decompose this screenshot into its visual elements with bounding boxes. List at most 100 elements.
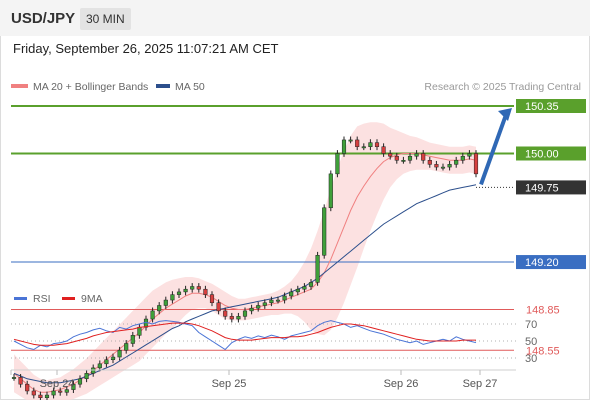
candle-body xyxy=(223,310,228,317)
candle-body xyxy=(242,310,248,317)
rsi-tick-label: 50 xyxy=(525,336,537,348)
level-tag-current xyxy=(516,180,586,195)
x-axis-tick-label: Sep 27 xyxy=(463,378,498,390)
candle-body xyxy=(407,155,413,161)
candle-body xyxy=(157,305,162,312)
candle-body xyxy=(289,291,294,297)
ma50-line xyxy=(13,184,477,384)
candle-body xyxy=(467,153,472,157)
candle-body xyxy=(150,310,155,320)
rsi-plot: 70 50 30 xyxy=(11,319,537,365)
level-tag-pivot xyxy=(516,255,586,270)
candle-body xyxy=(25,383,30,392)
candle-body xyxy=(348,139,353,142)
legend-swatch-ma50 xyxy=(156,84,170,88)
candle-body xyxy=(229,316,234,320)
candle-body xyxy=(110,356,116,361)
datetime-label: Friday, September 26, 2025 11:07:21 AM C… xyxy=(13,41,279,56)
candle-body xyxy=(275,299,281,302)
rsi-tick-label: 30 xyxy=(525,353,537,365)
candle-body xyxy=(341,139,347,154)
legend-ma20-label: MA 20 + Bollinger Bands xyxy=(33,81,148,93)
candle-body xyxy=(322,207,327,256)
x-axis-tick-label: Sep 24 xyxy=(40,378,75,390)
candle-body xyxy=(183,288,188,293)
level-tag-resistance xyxy=(516,99,586,113)
candle-body xyxy=(203,288,208,295)
candle-body xyxy=(454,160,459,165)
candle-body xyxy=(216,302,221,312)
candle-body xyxy=(328,173,333,209)
candle-body xyxy=(256,305,261,309)
candle-body xyxy=(381,146,386,154)
candle-body xyxy=(388,153,393,157)
candle-body xyxy=(117,350,122,358)
candle-body xyxy=(302,286,307,290)
candle-body xyxy=(394,155,399,161)
forecast-arrow-shaft xyxy=(479,111,509,186)
candle-body xyxy=(421,153,426,161)
level-label-support: 148.85 xyxy=(526,305,560,317)
candle-body xyxy=(295,288,300,293)
candle-body xyxy=(44,394,50,399)
level-label-resistance: 150.35 xyxy=(525,101,559,113)
candle-body xyxy=(355,139,360,147)
candle-body xyxy=(38,394,43,399)
candle-body xyxy=(447,164,452,168)
candle-body xyxy=(130,335,135,344)
rsi-series-rsi xyxy=(13,320,477,351)
candle-body xyxy=(11,377,17,379)
candle-body xyxy=(440,166,446,169)
level-tag-resistance xyxy=(516,146,586,161)
candle-body xyxy=(209,294,215,304)
candle-body xyxy=(170,294,175,301)
candle-body xyxy=(137,326,142,336)
candle-body xyxy=(190,286,195,290)
candle-body xyxy=(374,142,380,147)
x-axis-tick-label: Sep 26 xyxy=(384,378,419,390)
header-bar: USD/JPY 30 MIN xyxy=(0,0,590,36)
candle-body xyxy=(249,307,254,312)
candle-body xyxy=(473,153,479,175)
level-label-pivot: 149.20 xyxy=(525,257,559,269)
timeframe-button[interactable]: 30 MIN xyxy=(80,8,131,30)
forecast-arrow-head xyxy=(498,108,512,121)
candle-body xyxy=(104,359,109,365)
candle-body xyxy=(414,153,419,157)
legend-swatch-rsi xyxy=(14,297,27,300)
candle-body xyxy=(58,390,63,393)
candle-body xyxy=(91,367,96,374)
price-plot: 150.35 150.00 149.75 149.20 148.85 148.55 xyxy=(11,99,586,400)
candle-body xyxy=(460,155,465,161)
candle-body xyxy=(124,343,129,351)
candle-body xyxy=(97,363,102,369)
legend-swatch-ma20 xyxy=(11,84,28,88)
ma20-line xyxy=(13,153,477,393)
candle-body xyxy=(262,302,267,306)
candle-body xyxy=(18,377,23,385)
candle-body xyxy=(176,291,182,295)
level-label-current: 149.75 xyxy=(525,182,559,194)
candle-body xyxy=(401,160,406,162)
candle-body xyxy=(84,373,89,380)
rsi-tick-label: 70 xyxy=(525,319,537,331)
candle-body xyxy=(196,286,201,290)
x-axis-tick-label: Sep 25 xyxy=(212,378,247,390)
candle-body xyxy=(282,295,287,301)
symbol-title: USD/JPY xyxy=(11,10,76,27)
candle-body xyxy=(51,390,56,396)
candle-body xyxy=(77,378,83,385)
legend-9ma-label: 9MA xyxy=(81,293,103,305)
candle-body xyxy=(31,390,36,396)
candle-body xyxy=(71,383,76,390)
legend-swatch-9ma xyxy=(62,297,75,300)
level-label-support: 148.55 xyxy=(526,345,560,357)
credit-label: Research © 2025 Trading Central xyxy=(424,81,581,93)
candle-body xyxy=(269,299,274,304)
level-label-resistance: 150.00 xyxy=(525,148,559,160)
candle-body xyxy=(308,282,314,287)
legend-ma50-label: MA 50 xyxy=(175,81,205,93)
candle-body xyxy=(427,160,432,165)
candle-body xyxy=(163,299,168,306)
